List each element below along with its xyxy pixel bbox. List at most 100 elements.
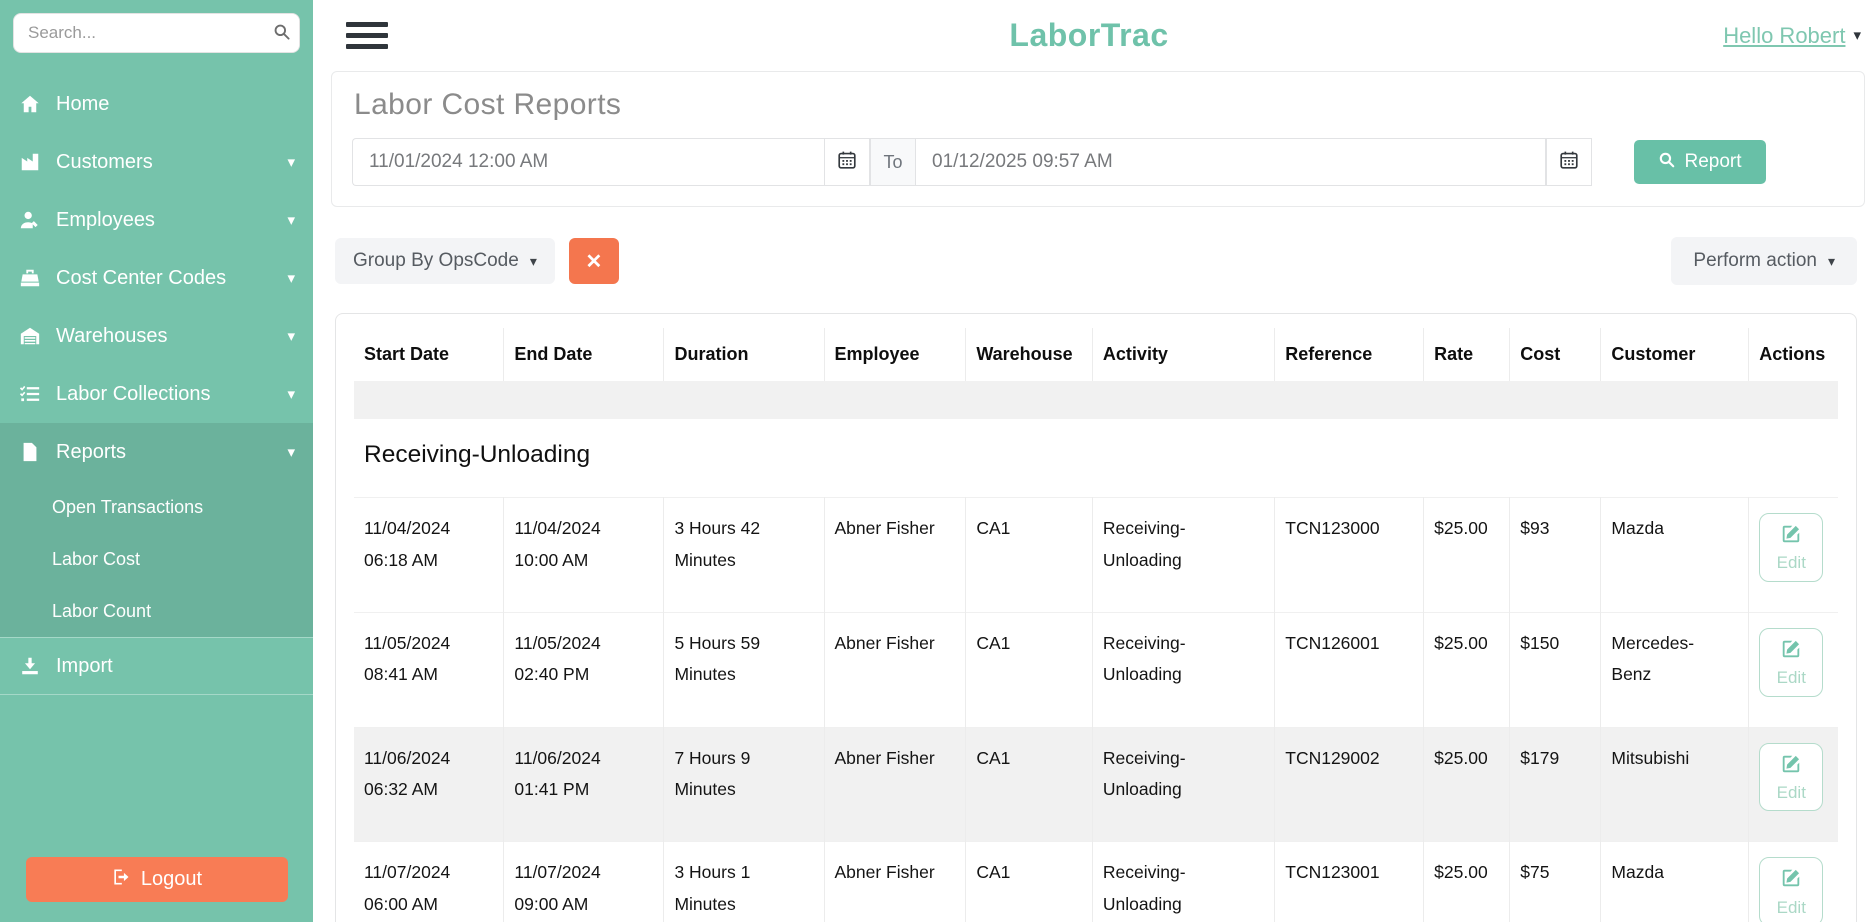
cost-center-icon [18,267,42,289]
sidebar-item-label: Warehouses [56,324,168,347]
cell-warehouse: CA1 [965,497,1093,613]
date-to-input[interactable] [916,138,1546,186]
cell-end-date: 11/06/2024 01:41 PM [503,726,665,842]
sidebar-item-reports[interactable]: Reports ▾ [0,423,313,481]
group-action-row: Group By OpsCode ▾ ✕ Perform action ▾ [335,237,1857,285]
group-by-label: Group By OpsCode [353,250,519,271]
cell-cost: $93 [1509,497,1602,613]
group-by-dropdown[interactable]: Group By OpsCode ▾ [335,238,555,284]
chevron-down-icon: ▾ [287,153,295,171]
sidebar-item-label: Reports [56,440,127,463]
cell-end-date: 11/07/2024 09:00 AM [503,841,665,922]
search-input[interactable] [14,23,263,43]
sidebar-item-employees[interactable]: Employees ▾ [0,191,313,249]
group-header-row: Receiving-Unloading [354,419,1838,498]
cell-reference: TCN129002 [1274,726,1425,842]
home-icon [18,93,42,115]
cell-reference: TCN123001 [1274,841,1425,922]
edit-button[interactable]: Edit [1759,513,1824,582]
cell-duration: 7 Hours 9 Minutes [663,726,825,842]
cell-customer: Mercedes- Benz [1600,611,1750,728]
sidebar-subitem-labor-count[interactable]: Labor Count [52,600,152,621]
close-icon: ✕ [585,250,603,273]
sidebar-item-customers[interactable]: Customers ▾ [0,133,313,191]
column-header-actions: Actions [1759,344,1826,364]
sidebar-item-label: Home [56,92,110,115]
report-button[interactable]: Report [1634,140,1766,184]
sidebar-subitem-open-transactions[interactable]: Open Transactions [52,496,204,517]
logout-icon [111,867,131,893]
date-to-calendar-button[interactable] [1546,138,1592,186]
cell-cost: $150 [1509,611,1602,728]
date-from-calendar-button[interactable] [824,138,870,186]
edit-button[interactable]: Edit [1759,857,1824,922]
sidebar-item-labor-collections[interactable]: Labor Collections ▾ [0,365,313,423]
cell-start-date: 11/05/2024 08:41 AM [354,611,505,728]
cell-customer: Mazda [1600,497,1750,613]
table-body: Receiving-Unloading 11/04/2024 06:18 AM 11/… [354,381,1838,922]
cell-activity: Receiving- Unloading [1092,611,1276,728]
cell-rate: $25.00 [1423,841,1511,922]
cell-end-date: 11/04/2024 10:00 AM [503,497,665,613]
sidebar-item-home[interactable]: Home [0,75,313,133]
perform-action-label: Perform action [1693,250,1817,271]
cell-end-date: 11/05/2024 02:40 PM [503,611,665,728]
sidebar-search [13,13,300,53]
import-icon [18,655,42,677]
column-header-activity: Activity [1092,328,1276,381]
sidebar-item-warehouses[interactable]: Warehouses ▾ [0,307,313,365]
edit-button-label: Edit [1776,897,1806,917]
cell-employee: Abner Fisher [824,611,967,728]
user-menu-link[interactable]: Hello Robert ▾ [1723,23,1861,49]
cell-activity: Receiving- Unloading [1092,726,1276,842]
column-header-employee: Employee [824,328,967,381]
cell-rate: $25.00 [1423,611,1511,728]
column-header-warehouse: Warehouse [965,328,1093,381]
cell-actions: Edit [1748,497,1838,613]
cell-reference: TCN123000 [1274,497,1425,613]
cell-reference: TCN126001 [1274,611,1425,728]
cell-actions: Edit [1748,841,1838,922]
edit-button[interactable]: Edit [1759,742,1824,812]
topbar: LaborTrac Hello Robert ▾ [313,0,1865,71]
table-header-row: Start Date End Date Duration Employee Wareho… [354,328,1838,381]
cell-rate: $25.00 [1423,726,1511,842]
edit-icon [1780,753,1802,780]
chevron-down-icon: ▾ [287,211,295,229]
hamburger-icon [346,22,388,49]
cell-cost: $75 [1509,841,1602,922]
cell-employee: Abner Fisher [824,726,967,842]
sidebar-item-import[interactable]: Import [0,637,313,695]
sidebar-item-label: Cost Center Codes [56,266,227,289]
column-header-cost: Cost [1509,328,1602,381]
search-button[interactable] [263,14,299,52]
logout-button[interactable]: Logout [25,857,288,902]
perform-action-dropdown[interactable]: Perform action ▾ [1671,237,1857,285]
chevron-down-icon: ▾ [1827,253,1835,269]
menu-toggle-button[interactable] [346,16,388,55]
sidebar-subitem-labor-cost[interactable]: Labor Cost [52,548,141,569]
date-range-to-label: To [870,138,916,186]
cell-actions: Edit [1748,726,1838,842]
main-area: LaborTrac Hello Robert ▾ Labor Cost Repo… [313,0,1865,922]
edit-button[interactable]: Edit [1759,627,1824,697]
sidebar-item-label: Employees [56,208,155,231]
logout-zone: Logout [0,811,313,922]
sidebar-item-cost-center-codes[interactable]: Cost Center Codes ▾ [0,249,313,307]
logout-label: Logout [140,868,203,890]
column-header-duration: Duration [663,328,825,381]
edit-button-label: Edit [1776,782,1806,802]
sidebar-item-label: Import [56,654,113,677]
sidebar-group-reports: Reports ▾ Open Transactions Labor Cost Labor… [0,423,313,637]
labor-cost-table: Start Date End Date Duration Employee Wareho… [354,328,1838,922]
warehouse-icon [18,325,42,347]
cell-start-date: 11/04/2024 06:18 AM [354,497,505,613]
date-from-input[interactable] [352,138,824,186]
group-header-label: Receiving-Unloading [354,419,1838,498]
cell-duration: 5 Hours 59 Minutes [663,611,825,728]
table-header: Start Date End Date Duration Employee Wareho… [354,328,1838,381]
edit-button-label: Edit [1776,668,1806,688]
search-icon [272,22,291,44]
date-range-row: To Report [352,138,1844,186]
clear-group-button[interactable]: ✕ [568,238,619,284]
